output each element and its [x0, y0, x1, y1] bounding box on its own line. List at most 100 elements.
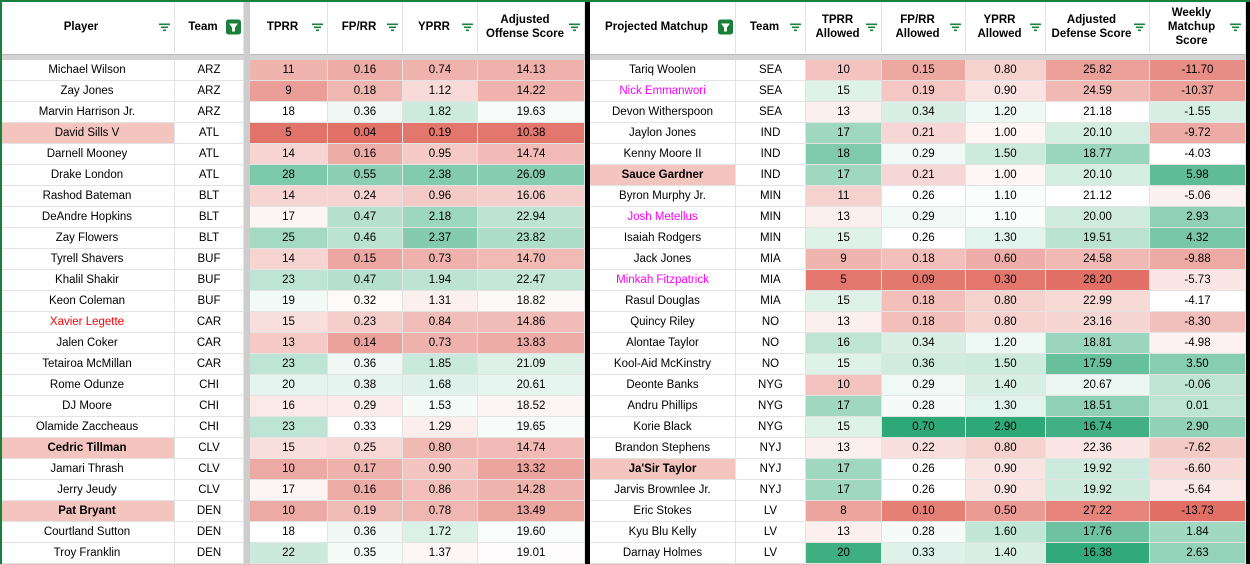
stat-cell[interactable]: 0.70 [882, 417, 966, 438]
team-cell[interactable]: BLT [175, 186, 244, 207]
stat-cell[interactable]: 0.32 [328, 291, 403, 312]
stat-cell[interactable]: 24.59 [1046, 81, 1150, 102]
player-cell[interactable]: Minkah Fitzpatrick [590, 270, 736, 291]
stat-cell[interactable]: 0.21 [882, 165, 966, 186]
stat-cell[interactable]: 18 [250, 522, 328, 543]
stat-cell[interactable]: 0.26 [882, 228, 966, 249]
team-cell[interactable]: CAR [175, 333, 244, 354]
team-cell[interactable]: MIA [736, 291, 806, 312]
stat-cell[interactable]: 18.82 [478, 291, 585, 312]
stat-cell[interactable]: 20 [806, 543, 882, 564]
stat-cell[interactable]: 23.16 [1046, 312, 1150, 333]
stat-cell[interactable]: 0.90 [403, 459, 478, 480]
stat-cell[interactable]: 0.90 [966, 480, 1046, 501]
team-cell[interactable]: NO [736, 312, 806, 333]
stat-cell[interactable]: 18.81 [1046, 333, 1150, 354]
player-cell[interactable]: Darnell Mooney [0, 144, 175, 165]
filter-icon[interactable] [1132, 20, 1147, 35]
stat-cell[interactable]: 0.36 [328, 354, 403, 375]
stat-cell[interactable]: 22.99 [1046, 291, 1150, 312]
filter-icon[interactable] [460, 20, 475, 35]
filter-active-icon[interactable] [718, 19, 733, 35]
stat-cell[interactable]: 23 [250, 417, 328, 438]
stat-cell[interactable]: 16.38 [1046, 543, 1150, 564]
stat-cell[interactable]: 0.16 [328, 480, 403, 501]
stat-cell[interactable]: 0.47 [328, 207, 403, 228]
stat-cell[interactable]: 0.18 [882, 249, 966, 270]
stat-cell[interactable]: 17 [806, 459, 882, 480]
stat-cell[interactable]: -13.73 [1150, 501, 1246, 522]
player-cell[interactable]: Drake London [0, 165, 175, 186]
stat-cell[interactable]: 2.93 [1150, 207, 1246, 228]
team-cell[interactable]: MIN [736, 228, 806, 249]
team-cell[interactable]: DEN [175, 543, 244, 564]
stat-cell[interactable]: -0.06 [1150, 375, 1246, 396]
stat-cell[interactable]: 1.94 [403, 270, 478, 291]
stat-cell[interactable]: 2.90 [1150, 417, 1246, 438]
player-cell[interactable]: Olamide Zaccheaus [0, 417, 175, 438]
player-cell[interactable]: DeAndre Hopkins [0, 207, 175, 228]
stat-cell[interactable]: 1.82 [403, 102, 478, 123]
team-cell[interactable]: CLV [175, 438, 244, 459]
stat-cell[interactable]: 13.32 [478, 459, 585, 480]
player-cell[interactable]: Quincy Riley [590, 312, 736, 333]
team-cell[interactable]: NYJ [736, 438, 806, 459]
stat-cell[interactable]: 15 [806, 354, 882, 375]
stat-cell[interactable]: 10 [250, 501, 328, 522]
team-cell[interactable]: IND [736, 123, 806, 144]
stat-cell[interactable]: 0.36 [328, 522, 403, 543]
stat-cell[interactable]: 20.67 [1046, 375, 1150, 396]
stat-cell[interactable]: 17 [806, 480, 882, 501]
player-cell[interactable]: Rasul Douglas [590, 291, 736, 312]
stat-cell[interactable]: 13 [250, 333, 328, 354]
stat-cell[interactable]: 10.38 [478, 123, 585, 144]
stat-cell[interactable]: 17 [806, 396, 882, 417]
filter-active-icon[interactable] [226, 19, 241, 35]
stat-cell[interactable]: 0.50 [966, 501, 1046, 522]
stat-cell[interactable]: 0.14 [328, 333, 403, 354]
team-cell[interactable]: ARZ [175, 60, 244, 81]
team-cell[interactable]: CAR [175, 312, 244, 333]
stat-cell[interactable]: 19.65 [478, 417, 585, 438]
team-cell[interactable]: BUF [175, 249, 244, 270]
stat-cell[interactable]: 1.72 [403, 522, 478, 543]
stat-cell[interactable]: 28 [250, 165, 328, 186]
player-cell[interactable]: Michael Wilson [0, 60, 175, 81]
stat-cell[interactable]: 1.85 [403, 354, 478, 375]
player-cell[interactable]: Zay Jones [0, 81, 175, 102]
stat-cell[interactable]: 0.18 [882, 312, 966, 333]
stat-cell[interactable]: -9.72 [1150, 123, 1246, 144]
stat-cell[interactable]: 20 [250, 375, 328, 396]
stat-cell[interactable]: 16.74 [1046, 417, 1150, 438]
stat-cell[interactable]: 15 [806, 228, 882, 249]
team-cell[interactable]: CLV [175, 480, 244, 501]
stat-cell[interactable]: 2.18 [403, 207, 478, 228]
stat-cell[interactable]: 14 [250, 144, 328, 165]
stat-cell[interactable]: 14 [250, 186, 328, 207]
stat-cell[interactable]: 0.19 [882, 81, 966, 102]
stat-cell[interactable]: 23.82 [478, 228, 585, 249]
stat-cell[interactable]: 0.22 [882, 438, 966, 459]
column-header[interactable]: Player [0, 0, 175, 55]
stat-cell[interactable]: 13 [806, 102, 882, 123]
stat-cell[interactable]: 14.74 [478, 144, 585, 165]
filter-icon[interactable] [1228, 20, 1243, 35]
stat-cell[interactable]: 15 [250, 438, 328, 459]
stat-cell[interactable]: -5.06 [1150, 186, 1246, 207]
stat-cell[interactable]: 22.94 [478, 207, 585, 228]
stat-cell[interactable]: 19 [250, 291, 328, 312]
stat-cell[interactable]: -10.37 [1150, 81, 1246, 102]
stat-cell[interactable]: 0.35 [328, 543, 403, 564]
filter-icon[interactable] [310, 20, 325, 35]
stat-cell[interactable]: 25 [250, 228, 328, 249]
stat-cell[interactable]: 17.59 [1046, 354, 1150, 375]
stat-cell[interactable]: 16 [250, 396, 328, 417]
stat-cell[interactable]: 1.50 [966, 144, 1046, 165]
player-cell[interactable]: DJ Moore [0, 396, 175, 417]
stat-cell[interactable]: 0.18 [328, 81, 403, 102]
stat-cell[interactable]: 0.73 [403, 333, 478, 354]
stat-cell[interactable]: 21.12 [1046, 186, 1150, 207]
stat-cell[interactable]: 22 [250, 543, 328, 564]
column-header[interactable]: TPRR [250, 0, 328, 55]
team-cell[interactable]: ATL [175, 144, 244, 165]
